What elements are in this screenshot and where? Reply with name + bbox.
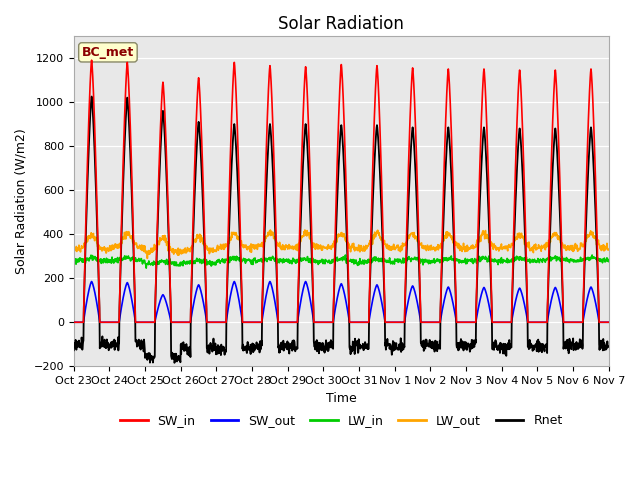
Legend: SW_in, SW_out, LW_in, LW_out, Rnet: SW_in, SW_out, LW_in, LW_out, Rnet: [115, 409, 568, 432]
LW_in: [494, 262, 502, 267]
Line: SW_out: SW_out: [74, 281, 609, 322]
Rnet: [171, 360, 179, 366]
Rnet: [177, 360, 184, 365]
SW_out: [605, 319, 612, 325]
SW_out: [189, 304, 197, 310]
SW_out: [176, 319, 184, 325]
SW_in: [541, 319, 549, 325]
SW_in: [605, 319, 612, 325]
LW_out: [70, 250, 77, 255]
LW_in: [541, 259, 549, 265]
Line: Rnet: Rnet: [74, 96, 609, 363]
Rnet: [425, 342, 433, 348]
Line: SW_in: SW_in: [74, 60, 609, 322]
LW_out: [495, 245, 502, 251]
SW_out: [541, 319, 549, 325]
LW_out: [301, 227, 308, 233]
SW_in: [424, 319, 432, 325]
SW_out: [424, 319, 432, 325]
Line: LW_out: LW_out: [74, 230, 609, 258]
LW_in: [189, 261, 197, 266]
LW_in: [70, 260, 77, 265]
LW_out: [249, 244, 257, 250]
LW_in: [176, 263, 184, 269]
LW_out: [605, 247, 612, 252]
SW_in: [249, 319, 257, 325]
SW_out: [494, 319, 502, 325]
LW_in: [424, 258, 432, 264]
Rnet: [189, 226, 197, 231]
LW_out: [176, 246, 184, 252]
Rnet: [88, 94, 95, 99]
LW_in: [142, 265, 150, 271]
Rnet: [250, 349, 257, 355]
SW_out: [70, 319, 77, 325]
LW_out: [542, 245, 550, 251]
Text: BC_met: BC_met: [82, 46, 134, 59]
LW_out: [425, 247, 433, 253]
Rnet: [495, 344, 502, 350]
LW_out: [143, 255, 151, 261]
SW_in: [494, 319, 502, 325]
LW_in: [605, 259, 612, 264]
SW_in: [176, 319, 184, 325]
Title: Solar Radiation: Solar Radiation: [278, 15, 404, 33]
Rnet: [542, 344, 550, 349]
X-axis label: Time: Time: [326, 392, 356, 405]
SW_out: [249, 319, 257, 325]
SW_in: [189, 218, 197, 224]
LW_out: [189, 243, 197, 249]
SW_out: [88, 278, 95, 284]
SW_in: [88, 57, 95, 63]
LW_in: [249, 262, 257, 267]
SW_in: [70, 319, 77, 325]
Y-axis label: Solar Radiation (W/m2): Solar Radiation (W/m2): [15, 128, 28, 274]
LW_in: [588, 252, 596, 258]
Rnet: [605, 344, 612, 349]
Line: LW_in: LW_in: [74, 255, 609, 268]
Rnet: [70, 348, 77, 353]
